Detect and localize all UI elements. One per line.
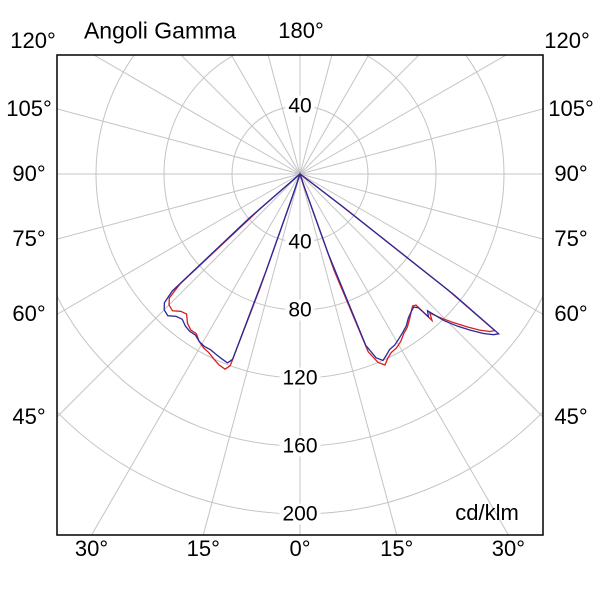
photometric-curve-red: [168, 171, 497, 370]
grid-ray-right-60: [299, 173, 543, 315]
grid-ray-right-165: [299, 55, 333, 175]
grid-ray-right-30: [299, 173, 510, 535]
grid-ray-left-60: [57, 173, 301, 315]
grid-ray-left-165: [267, 55, 301, 175]
grid-ray-left-150: [230, 55, 301, 175]
photometric-curve-blue: [163, 171, 501, 364]
curves-group: [163, 171, 501, 370]
grid-ray-left-45: [57, 173, 301, 418]
grid-ray-right-75: [299, 173, 543, 240]
grid-ray-left-30: [90, 173, 301, 535]
grid-ray-right-105: [299, 108, 543, 175]
grid-ray-left-135: [180, 55, 301, 175]
grid-ray-left-120: [92, 55, 301, 175]
grid-ray-right-150: [299, 55, 370, 175]
grid-ray-left-15: [202, 173, 301, 535]
plot-frame: [56, 54, 544, 536]
grid-ray-right-135: [299, 55, 420, 175]
grid-ray-left-105: [57, 108, 301, 175]
grid-ray-right-15: [299, 173, 398, 535]
grid-ray-left-75: [57, 173, 301, 240]
grid-ray-right-120: [299, 55, 508, 175]
grid-ray-right-45: [299, 173, 543, 418]
